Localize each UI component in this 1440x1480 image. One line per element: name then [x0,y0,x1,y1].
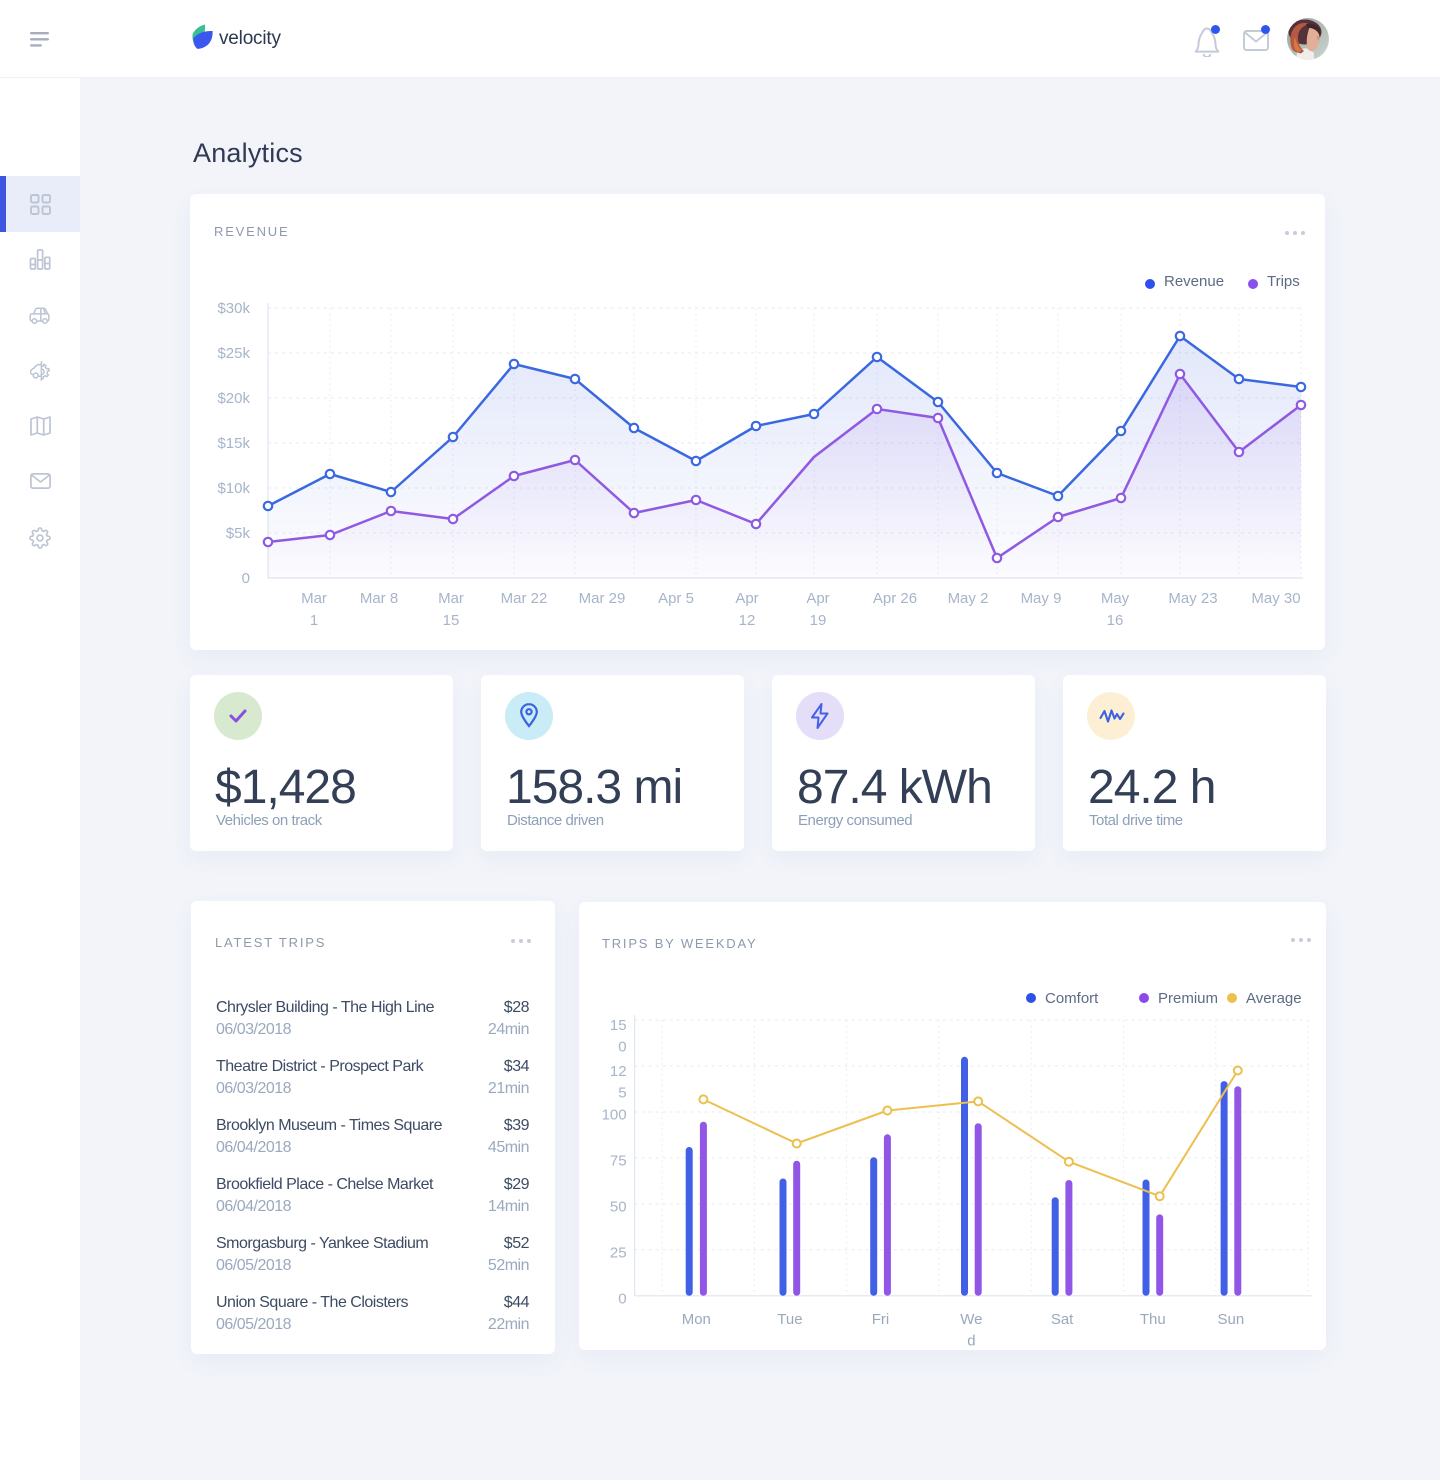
svg-text:May 23: May 23 [1168,590,1217,607]
svg-text:0: 0 [618,1039,626,1056]
svg-text:Sat: Sat [1051,1311,1074,1328]
svg-text:Apr 5: Apr 5 [658,590,694,607]
svg-text:Thu: Thu [1140,1311,1166,1328]
svg-text:May 9: May 9 [1021,590,1062,607]
svg-text:16: 16 [1107,612,1124,629]
svg-text:1: 1 [310,612,318,629]
svg-text:Apr 26: Apr 26 [873,590,917,607]
svg-text:15: 15 [610,1017,627,1034]
svg-text:Mar 22: Mar 22 [501,590,548,607]
svg-text:May: May [1101,590,1130,607]
svg-text:$20k: $20k [217,390,250,407]
svg-text:0: 0 [618,1290,626,1307]
svg-text:Tue: Tue [777,1311,802,1328]
svg-text:May 30: May 30 [1251,590,1300,607]
svg-text:Mar: Mar [301,590,327,607]
svg-text:$30k: $30k [217,300,250,317]
svg-text:May 2: May 2 [948,590,989,607]
svg-text:75: 75 [610,1152,627,1169]
svg-text:50: 50 [610,1198,627,1215]
svg-text:25: 25 [610,1244,627,1261]
svg-text:5: 5 [618,1085,626,1102]
svg-text:15: 15 [443,612,460,629]
svg-text:$5k: $5k [226,525,251,542]
svg-text:$25k: $25k [217,345,250,362]
svg-text:We: We [960,1311,982,1328]
svg-text:$15k: $15k [217,435,250,452]
svg-text:12: 12 [739,612,756,629]
svg-text:Mar: Mar [438,590,464,607]
svg-text:Apr: Apr [806,590,829,607]
svg-text:Mar 8: Mar 8 [360,590,398,607]
svg-text:$10k: $10k [217,480,250,497]
svg-text:Sun: Sun [1218,1311,1245,1328]
svg-text:Mon: Mon [682,1311,711,1328]
svg-text:0: 0 [242,570,250,587]
svg-text:d: d [967,1332,975,1349]
svg-text:12: 12 [610,1063,627,1080]
svg-text:Mar 29: Mar 29 [579,590,626,607]
svg-text:100: 100 [602,1107,627,1124]
svg-text:19: 19 [810,612,827,629]
svg-text:Apr: Apr [735,590,758,607]
svg-text:Fri: Fri [872,1311,890,1328]
